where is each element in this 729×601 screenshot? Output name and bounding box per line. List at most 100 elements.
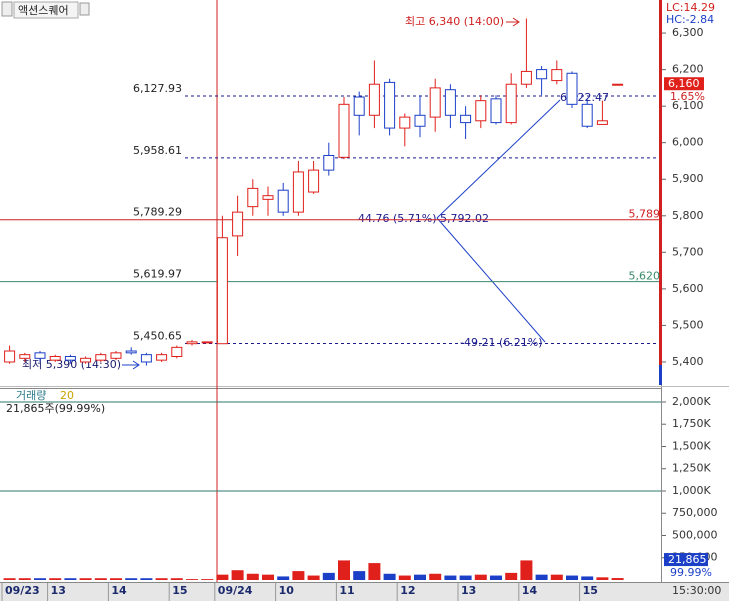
candle-body bbox=[34, 352, 46, 359]
candle-body bbox=[64, 355, 76, 361]
x-tick-label: 15 bbox=[172, 584, 187, 597]
symbol: 액션스퀘어 bbox=[18, 4, 69, 17]
range-bar bbox=[659, 0, 662, 365]
volume-bar bbox=[459, 575, 472, 580]
candle-body bbox=[247, 187, 259, 208]
hc-label: HC:-2.84 bbox=[666, 13, 714, 26]
lc-label: LC:14.29 bbox=[666, 1, 715, 14]
candle-body bbox=[95, 354, 107, 361]
volume-bar bbox=[520, 560, 533, 580]
last-time: 15:30:00 bbox=[672, 584, 721, 597]
x-tick-label: 09/23 bbox=[5, 584, 40, 597]
level-label: 5,619.97 bbox=[133, 268, 182, 281]
candle-body bbox=[110, 352, 122, 359]
volume-summary: 21,865주(99.99%) bbox=[6, 402, 105, 415]
tab-icon[interactable] bbox=[1, 1, 13, 17]
level-label: 6,127.93 bbox=[133, 82, 182, 95]
ma-label: 20 bbox=[60, 389, 74, 402]
trend-line bbox=[436, 99, 561, 219]
candle-body bbox=[520, 70, 532, 85]
candle-body bbox=[323, 154, 335, 171]
volume-bar bbox=[490, 575, 502, 580]
volume-bar bbox=[262, 574, 274, 580]
symbol-tab[interactable] bbox=[13, 1, 79, 19]
level-label: 5,450.65 bbox=[133, 329, 182, 342]
candle-body bbox=[201, 341, 213, 344]
x-tick-label: 13 bbox=[461, 584, 476, 597]
volume-bar bbox=[566, 575, 578, 580]
candle-body bbox=[308, 169, 320, 193]
candle-body bbox=[49, 355, 61, 361]
volume-bar bbox=[231, 570, 244, 580]
candle-body bbox=[581, 103, 593, 127]
volume-bar bbox=[444, 575, 457, 580]
candle-body bbox=[19, 354, 31, 359]
annotation: 5,792.02 bbox=[440, 212, 489, 225]
candle-body bbox=[216, 237, 228, 345]
y-tick-label: 750,000 bbox=[672, 506, 718, 519]
x-tick-label: 11 bbox=[339, 584, 354, 597]
level-label: 5,789.29 bbox=[133, 206, 182, 219]
volume-bar bbox=[3, 578, 16, 580]
trend-line bbox=[436, 217, 546, 343]
x-axis-strip bbox=[0, 582, 729, 601]
price-box-label: 6,160 bbox=[668, 77, 700, 90]
y-tick-label: 5,900 bbox=[672, 172, 704, 185]
y-tick-label: 1,000K bbox=[672, 484, 711, 497]
volume-bar bbox=[429, 573, 442, 580]
annotation: -49.21 (6.21%) bbox=[460, 336, 542, 349]
candle-body bbox=[368, 83, 380, 116]
tab-icon[interactable] bbox=[79, 2, 90, 16]
candle-body bbox=[338, 103, 350, 158]
volume-bar bbox=[322, 572, 335, 580]
volume-bar bbox=[383, 573, 396, 580]
volume-bar bbox=[110, 578, 122, 580]
low-arrow bbox=[122, 360, 140, 370]
volume-bar bbox=[581, 576, 594, 580]
level-right-label: 5,789 bbox=[629, 208, 661, 221]
volume-bar bbox=[474, 574, 487, 580]
candle-body bbox=[505, 83, 517, 124]
volume-bar bbox=[140, 578, 153, 580]
volume-bar bbox=[368, 563, 381, 580]
volume-bar bbox=[414, 574, 426, 580]
candle-body bbox=[140, 354, 152, 363]
candle-body bbox=[292, 171, 304, 213]
volume-bar bbox=[18, 578, 31, 580]
change-pct: 1.65% bbox=[670, 90, 705, 103]
y-tick-label: 5,600 bbox=[672, 282, 704, 295]
candle-body bbox=[490, 98, 502, 124]
volume-bar bbox=[216, 574, 229, 580]
volume-bar bbox=[155, 578, 168, 580]
volume-bar bbox=[34, 578, 46, 580]
volume-bar bbox=[64, 578, 77, 580]
y-tick-label: 2,000K bbox=[672, 395, 711, 408]
candle-body bbox=[171, 346, 183, 357]
y-tick-label: 5,400 bbox=[672, 355, 704, 368]
candle-body bbox=[444, 89, 456, 116]
volume-bar bbox=[505, 572, 518, 580]
x-tick-label: 15 bbox=[583, 584, 598, 597]
candle-body bbox=[414, 114, 426, 127]
y-tick-label: 6,300 bbox=[672, 26, 704, 39]
candle-body bbox=[232, 211, 244, 237]
volume-label: 거래량 bbox=[16, 389, 46, 402]
volume-bar bbox=[338, 560, 350, 580]
candle-body bbox=[475, 100, 487, 122]
volume-bar bbox=[292, 571, 305, 580]
x-tick-label: 10 bbox=[279, 584, 295, 597]
volume-bar bbox=[307, 575, 320, 580]
candle-body bbox=[80, 357, 92, 363]
volume-bar bbox=[550, 574, 563, 580]
volume-bar bbox=[79, 578, 92, 580]
candle-body bbox=[156, 354, 168, 361]
y-tick-label: 6,200 bbox=[672, 63, 704, 76]
x-tick-label: 12 bbox=[400, 584, 415, 597]
candle-body bbox=[399, 116, 411, 129]
candle-body bbox=[186, 341, 198, 345]
annotation: 44.76 (5.71%) bbox=[358, 212, 437, 225]
volume-bar bbox=[125, 578, 138, 580]
volume-share: 99.99% bbox=[670, 566, 712, 579]
